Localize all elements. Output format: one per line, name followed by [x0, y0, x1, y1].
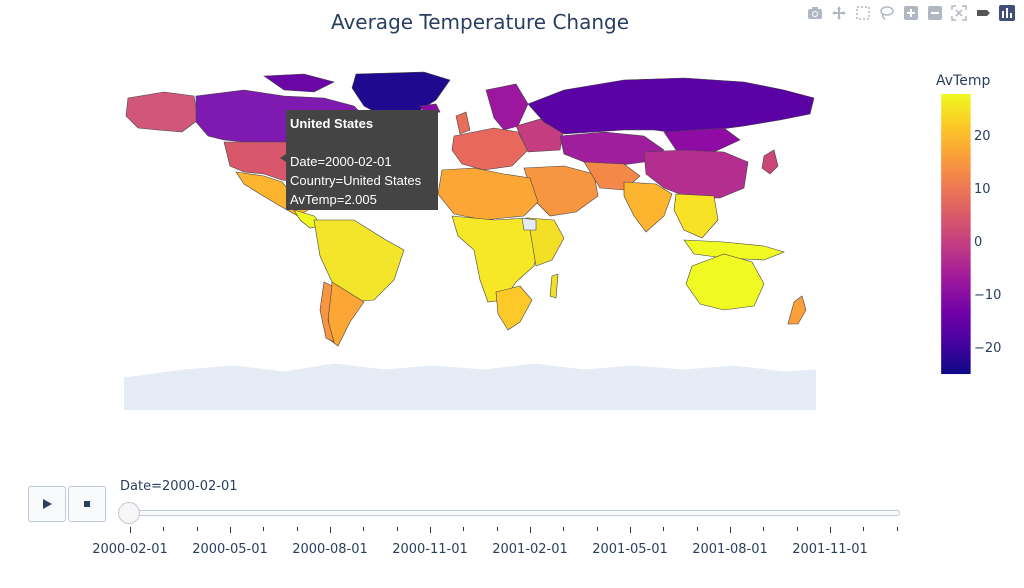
- slider-tick-label: 2001-11-01: [792, 542, 868, 557]
- slider-minor-tick: [496, 527, 498, 531]
- region-east-africa[interactable]: [527, 217, 565, 267]
- slider-tick-label: 2000-08-01: [292, 542, 368, 557]
- region-india[interactable]: [623, 181, 673, 233]
- region-southeast-asia[interactable]: [673, 193, 719, 239]
- slider-current-label: Date=2000-02-01: [120, 479, 238, 494]
- plotly-logo-icon[interactable]: [996, 2, 1018, 24]
- colorbar: [941, 94, 971, 375]
- slider-ticks: 2000-02-01 2000-05-01 2000-08-01 2000-11-01…: [0, 527, 1024, 567]
- tooltip-pointer: [280, 154, 286, 162]
- box-select-icon[interactable]: [852, 2, 874, 24]
- lasso-select-icon[interactable]: [876, 2, 898, 24]
- stop-icon: [84, 501, 90, 507]
- colorbar-gradient: [941, 94, 971, 375]
- slider-minor-tick: [296, 527, 298, 531]
- region-antarctica[interactable]: [124, 363, 816, 410]
- region-china[interactable]: [643, 149, 749, 199]
- reset-view-icon[interactable]: [948, 2, 970, 24]
- region-madagascar[interactable]: [549, 273, 559, 299]
- region-australia[interactable]: [685, 253, 765, 311]
- region-mongolia[interactable]: [663, 127, 741, 153]
- animation-controls: [28, 486, 106, 522]
- region-kazakhstan[interactable]: [559, 131, 665, 167]
- region-uk[interactable]: [455, 111, 471, 135]
- region-arctic-islands[interactable]: [263, 73, 335, 93]
- slider-tick: [830, 527, 831, 533]
- region-indonesia[interactable]: [683, 239, 785, 261]
- tooltip-title: United States: [290, 116, 374, 131]
- stop-button[interactable]: [68, 486, 106, 522]
- region-chile[interactable]: [319, 281, 335, 343]
- play-button[interactable]: [28, 486, 66, 522]
- slider-minor-tick: [696, 527, 698, 531]
- tooltip-value: AvTemp=2.005: [290, 192, 377, 207]
- slider-minor-tick: [763, 527, 765, 531]
- slider-minor-tick: [663, 527, 665, 531]
- colorbar-title: AvTemp: [936, 73, 991, 89]
- slider-handle[interactable]: [118, 502, 140, 524]
- tooltip-country: Country=United States: [290, 173, 422, 188]
- slider-minor-tick: [563, 527, 565, 531]
- slider-minor-tick: [463, 527, 465, 531]
- modebar: [798, 0, 1024, 26]
- slider-minor-tick: [796, 527, 798, 531]
- slider-tick: [430, 527, 431, 533]
- zoom-out-icon[interactable]: [924, 2, 946, 24]
- region-southern-africa[interactable]: [495, 285, 533, 331]
- region-western-europe[interactable]: [451, 127, 529, 171]
- zoom-in-icon[interactable]: [900, 2, 922, 24]
- slider-tick: [330, 527, 331, 533]
- region-ethiopia-lake[interactable]: [521, 217, 537, 231]
- slider-minor-tick: [196, 527, 198, 531]
- colorbar-tick: 0: [974, 235, 983, 250]
- hover-tooltip: United States Date=2000-02-01 Country=Un…: [286, 110, 438, 210]
- slider-tick-label: 2001-02-01: [492, 542, 568, 557]
- hover-toggle-icon[interactable]: [972, 2, 994, 24]
- colorbar-tick: 20: [974, 129, 991, 144]
- slider-tick: [230, 527, 231, 533]
- tooltip-date: Date=2000-02-01: [290, 154, 392, 169]
- region-north-africa[interactable]: [437, 167, 539, 221]
- slider-tick: [730, 527, 731, 533]
- region-alaska[interactable]: [125, 91, 199, 133]
- slider-track[interactable]: [120, 510, 900, 516]
- region-russia[interactable]: [527, 77, 815, 135]
- slider-tick: [530, 527, 531, 533]
- region-new-zealand[interactable]: [787, 295, 807, 325]
- slider-minor-tick: [396, 527, 398, 531]
- slider-tick: [630, 527, 631, 533]
- slider-tick-label: 2000-11-01: [392, 542, 468, 557]
- chart-title: Average Temperature Change: [330, 10, 630, 34]
- slider-tick-label: 2000-02-01: [92, 542, 168, 557]
- region-middle-east[interactable]: [523, 165, 599, 217]
- play-icon: [43, 499, 52, 509]
- slider-tick-label: 2000-05-01: [192, 542, 268, 557]
- colorbar-tick: −10: [974, 288, 1002, 303]
- slider-minor-tick: [263, 527, 265, 531]
- slider-minor-tick: [863, 527, 865, 531]
- colorbar-tick: −20: [974, 341, 1002, 356]
- slider-minor-tick: [896, 527, 898, 531]
- region-south-america-north[interactable]: [313, 219, 405, 303]
- region-japan[interactable]: [761, 149, 779, 175]
- colorbar-tick: 10: [974, 182, 991, 197]
- slider-minor-tick: [163, 527, 165, 531]
- slider-tick-label: 2001-08-01: [692, 542, 768, 557]
- slider-tick-label: 2001-05-01: [592, 542, 668, 557]
- world-choropleth-map[interactable]: [124, 70, 816, 410]
- camera-icon[interactable]: [804, 2, 826, 24]
- region-scandinavia[interactable]: [485, 83, 529, 131]
- pan-icon[interactable]: [828, 2, 850, 24]
- slider-minor-tick: [363, 527, 365, 531]
- slider-tick: [130, 527, 131, 533]
- slider-minor-tick: [596, 527, 598, 531]
